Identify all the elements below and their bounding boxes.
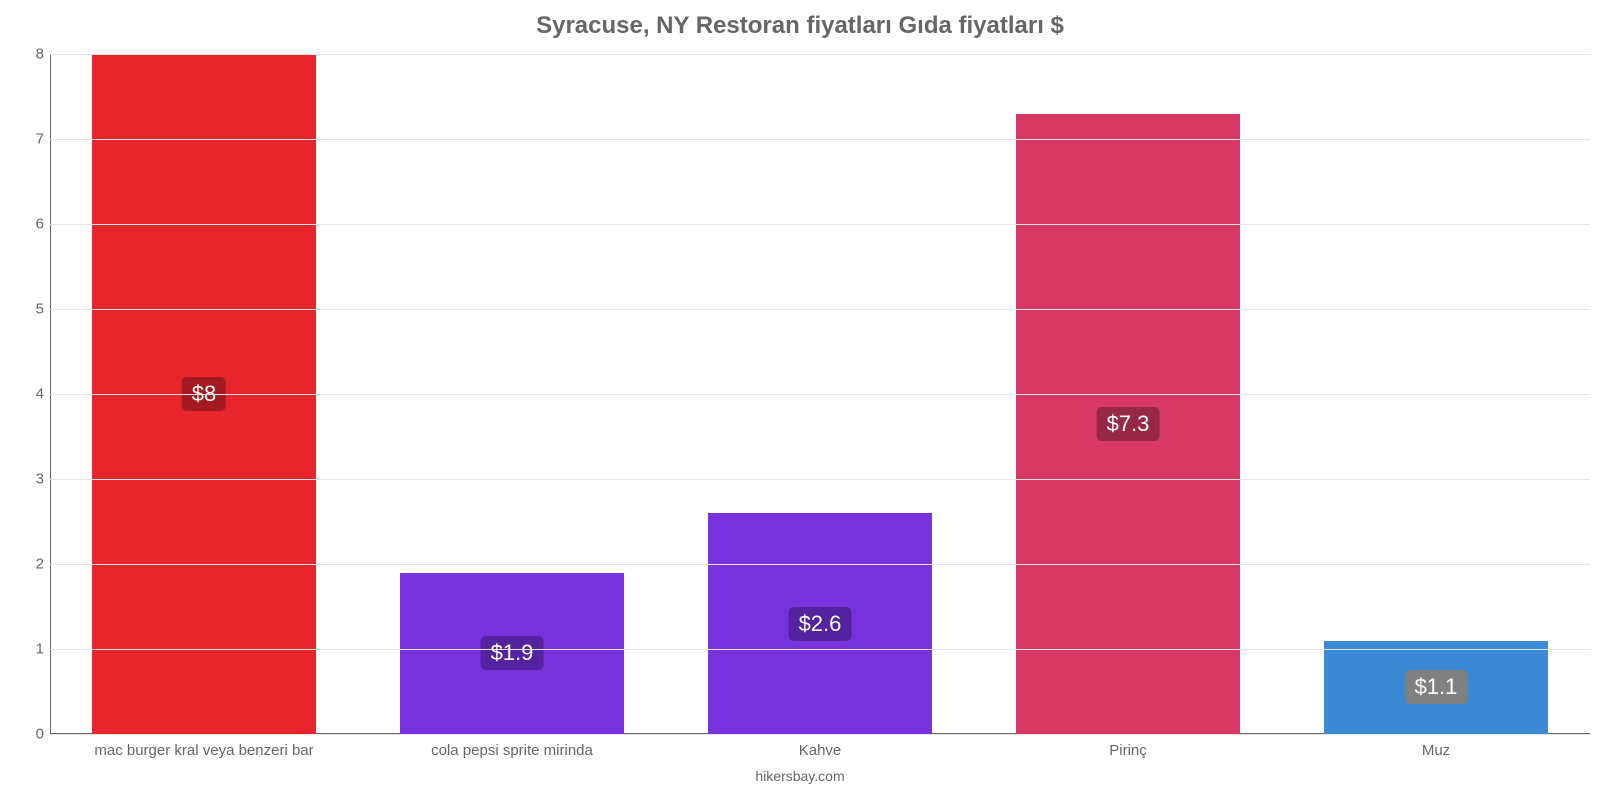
x-tick-label: mac burger kral veya benzeri bar [94,742,313,759]
y-gridline [50,394,1590,395]
x-tick-label: Pirinç [1109,742,1147,759]
x-tick-label: Muz [1422,742,1450,759]
y-gridline [50,564,1590,565]
y-gridline [50,734,1590,735]
x-tick-label: cola pepsi sprite mirinda [431,742,593,759]
plot-area: $8$1.9$2.6$7.3$1.1 [50,54,1590,734]
y-gridline [50,139,1590,140]
bar-value-label: $2.6 [789,607,852,641]
y-tick-label: 4 [10,386,44,403]
y-tick-label: 1 [10,641,44,658]
bar-value-label: $7.3 [1097,407,1160,441]
y-tick-label: 3 [10,471,44,488]
y-gridline [50,54,1590,55]
bar: $1.9 [400,573,625,735]
y-axis-labels: 012345678 [0,54,50,734]
y-tick-label: 2 [10,556,44,573]
bar: $1.1 [1324,641,1549,735]
bar-value-label: $1.1 [1405,670,1468,704]
y-gridline [50,224,1590,225]
bar: $7.3 [1016,114,1241,735]
x-tick-label: Kahve [799,742,842,759]
credit-text: hikersbay.com [755,768,844,784]
chart-container: Syracuse, NY Restoran fiyatları Gıda fiy… [0,0,1600,800]
y-gridline [50,479,1590,480]
bar-value-label: $1.9 [481,636,544,670]
chart-title: Syracuse, NY Restoran fiyatları Gıda fiy… [0,0,1600,40]
y-gridline [50,309,1590,310]
bar: $2.6 [708,513,933,734]
y-tick-label: 6 [10,216,44,233]
y-tick-label: 7 [10,131,44,148]
y-tick-label: 5 [10,301,44,318]
y-tick-label: 8 [10,46,44,63]
y-tick-label: 0 [10,726,44,743]
y-gridline [50,649,1590,650]
